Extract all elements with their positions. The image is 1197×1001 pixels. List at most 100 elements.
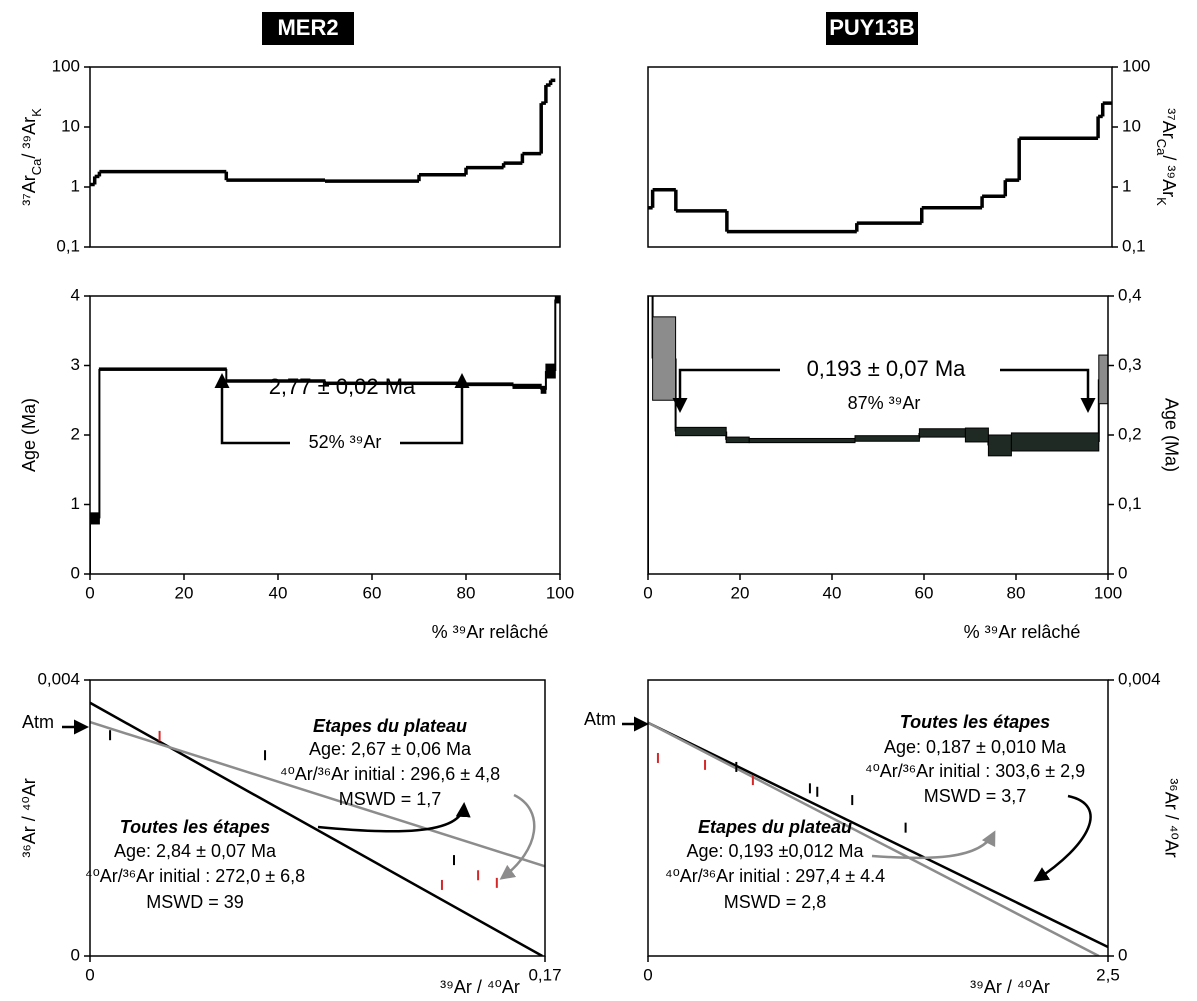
annotation: 87% ³⁹Ar [848,393,921,413]
arrow [871,830,996,860]
plot-frame [647,679,1109,957]
chart-title: PUY13B [829,15,915,40]
age-box [90,512,100,525]
age-box [652,316,677,401]
y-tick-label: 100 [52,56,80,75]
annotation: 2,77 ± 0,02 Ma [269,374,416,399]
annotation: Age: 2,67 ± 0,06 Ma [309,739,472,759]
plot-frame [647,66,1113,248]
y-tick-label: 0,004 [1118,669,1161,688]
y-axis-label-part: ³⁷Ar [19,175,39,206]
age-box [987,434,1012,457]
arrow [400,373,470,445]
annotation: MSWD = 39 [146,892,244,912]
annotation: MSWD = 3,7 [924,786,1027,806]
x-tick-label: 0 [85,965,94,984]
y-axis-label-part: / ³⁹Ar [1159,155,1179,197]
y-tick-label: 4 [71,285,80,304]
annotation: 52% ³⁹Ar [309,432,382,452]
x-tick-label: 2,5 [1096,965,1120,984]
age-box [964,427,989,443]
annotation: Age: 0,193 ±0,012 Ma [686,841,864,861]
title-box [826,12,918,45]
y-tick-label: 0,1 [1118,494,1142,513]
x-tick-label: 0 [85,583,94,602]
y-axis-label-part: K [29,108,44,117]
y-tick-label: 1 [71,176,80,195]
plot-area [648,721,1108,956]
y-tick-label: 0,4 [1118,285,1142,304]
age-box [648,296,654,297]
age-box [1010,432,1100,452]
age-box [675,426,727,437]
y-tick-label: 0 [1118,563,1127,582]
age-box [98,367,227,371]
x-axis-label: ³⁹Ar / ⁴⁰Ar [440,977,520,997]
y-axis-label-part: Ca [29,158,44,175]
annotation: MSWD = 1,7 [339,789,442,809]
annotation: Toutes les étapes [120,817,270,837]
x-tick-label: 100 [1094,583,1122,602]
y-tick-label: 0 [71,563,80,582]
regression-line [648,721,1108,949]
annotation: Etapes du plateau [313,716,467,736]
x-tick-label: 0 [643,965,652,984]
regression-line [648,721,1100,956]
age-box [1098,354,1108,405]
annotation: ⁴⁰Ar/³⁶Ar initial : 303,6 ± 2,9 [865,761,1085,781]
y-tick-label: 10 [61,116,80,135]
y-axis-label-part: ³⁷Ar [1159,108,1179,139]
annotation: Age: 2,84 ± 0,07 Ma [114,841,277,861]
age-box [465,382,514,387]
x-tick-label: 60 [363,583,382,602]
annotations: 2,77 ± 0,02 Ma 52% ³⁹Ar 0,193 ± 0,07 Ma … [22,356,1096,912]
chart-title: MER2 [277,15,338,40]
x-axis-label: % ³⁹Ar relâché [964,622,1081,642]
plot-area [90,701,545,956]
x-axis-label: ³⁹Ar / ⁴⁰Ar [970,977,1050,997]
x-tick-label: 40 [823,583,842,602]
y-axis-label-part: Ca [1154,139,1169,156]
annotation: ⁴⁰Ar/³⁶Ar initial : 297,4 ± 4.4 [665,866,885,886]
age-box [545,363,556,379]
annotation: Toutes les étapes [900,712,1050,732]
y-axis-label: ³⁷ArCa/ ³⁹ArK [1154,108,1179,206]
arrow [317,802,471,833]
y-axis-label: ³⁶Ar / ⁴⁰Ar [1161,778,1181,857]
age-box [725,436,750,444]
y-axis-label-part: / ³⁹Ar [19,117,39,159]
y-axis-label: ³⁷ArCa/ ³⁹ArK [19,108,44,206]
annotation: 0,193 ± 0,07 Ma [807,356,967,381]
x-tick-label: 40 [269,583,288,602]
regression-line [90,720,545,868]
plot-area [90,78,556,187]
age-box [748,437,856,444]
y-tick-label: 0,2 [1118,424,1142,443]
y-tick-label: 0,004 [37,669,80,688]
arrow [1033,794,1092,882]
x-tick-label: 20 [731,583,750,602]
x-tick-label: 20 [175,583,194,602]
y-axis-label: Age (Ma) [19,398,39,472]
x-tick-label: 60 [915,583,934,602]
age-box [918,428,966,438]
x-tick-label: 0,17 [528,965,561,984]
title-box [262,12,354,45]
y-tick-label: 100 [1122,56,1150,75]
y-axis-label: Age (Ma) [1161,398,1181,472]
y-tick-label: 3 [71,355,80,374]
age-box [512,383,542,389]
annotation: Atm [584,709,616,729]
arrow [499,793,536,880]
x-tick-label: 80 [457,583,476,602]
y-tick-label: 10 [1122,116,1141,135]
y-axis-label-part: K [1154,197,1169,206]
plot-area [648,296,1108,574]
plot-area [648,101,1112,234]
y-tick-label: 0,3 [1118,355,1142,374]
annotation: MSWD = 2,8 [724,892,827,912]
plot-frame [89,66,561,248]
annotation: ⁴⁰Ar/³⁶Ar initial : 272,0 ± 6,8 [85,866,305,886]
